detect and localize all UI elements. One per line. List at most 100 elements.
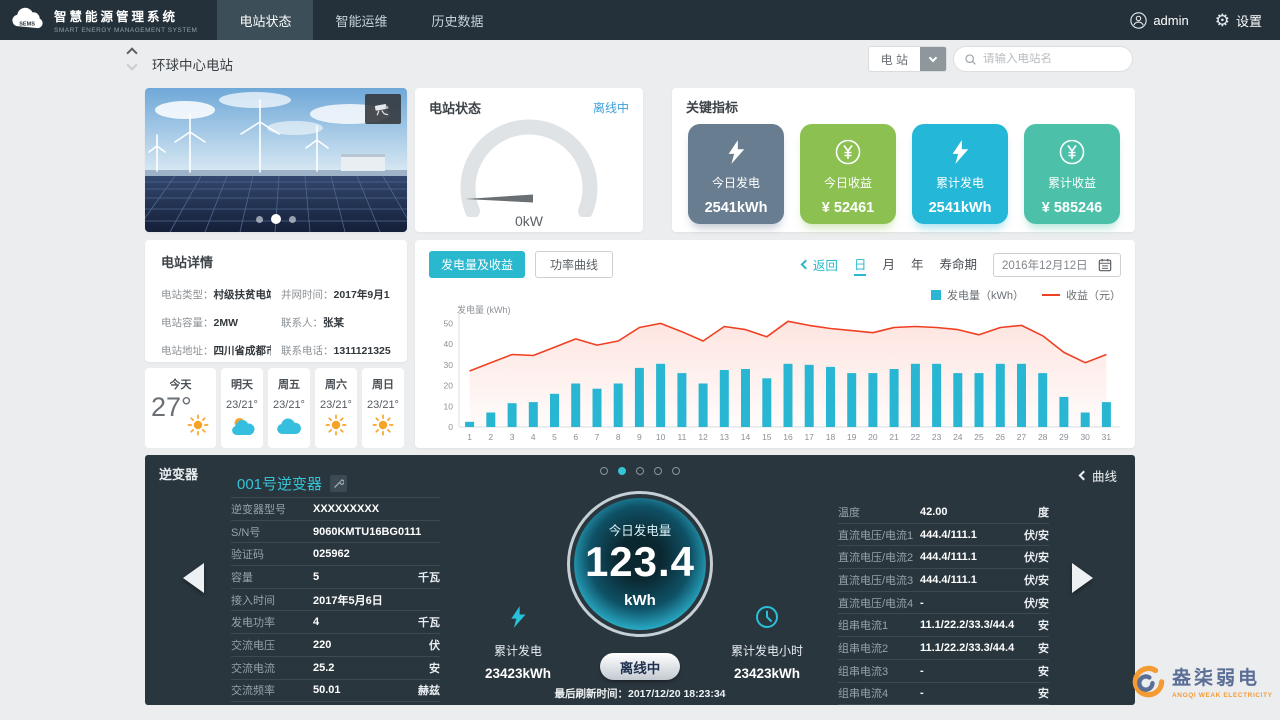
clock-icon (756, 606, 778, 628)
row-value: - (920, 596, 924, 609)
kpi-tile-累计发电: 累计发电 2541kWh (912, 124, 1008, 224)
search-input[interactable] (983, 53, 1113, 65)
detail-value: 村级扶贫电站 (213, 289, 272, 301)
station-filter-select[interactable]: 电 站 (867, 46, 947, 72)
date-picker[interactable]: 2016年12月12日 (993, 252, 1121, 277)
svg-text:12: 12 (698, 432, 708, 442)
detail-label: 电站地址： (161, 345, 214, 357)
row-value: 025962 (313, 548, 350, 561)
table-row: 直流电压/电流2 444.4/111.1 伏/安 (838, 546, 1049, 570)
user-menu[interactable]: admin (1130, 11, 1189, 29)
row-unit: 安 (1038, 665, 1049, 678)
table-row: 验证码 025962 (231, 543, 440, 567)
svg-text:10: 10 (444, 401, 454, 411)
settings-button[interactable]: ⚙ 设置 (1215, 11, 1262, 30)
row-label: 温度 (838, 506, 860, 519)
svg-text:30: 30 (1080, 432, 1090, 442)
row-unit: 千瓦 (418, 617, 440, 630)
kpi-tile-累计收益: 累计收益 ¥ 585246 (1024, 124, 1120, 224)
detail-value: 2017年9月1日 (333, 289, 392, 301)
inverter-carousel-dots (600, 467, 680, 475)
weather-card-明天: 明天 23/21° (221, 368, 263, 448)
row-label: S/N号 (231, 526, 261, 539)
chevron-up-icon[interactable] (126, 47, 138, 59)
tab-power-curve[interactable]: 功率曲线 (535, 251, 614, 278)
nav-tab-智能运维[interactable]: 智能运维 (335, 13, 388, 29)
photo-dot[interactable] (271, 214, 281, 224)
inverter-dot[interactable] (636, 467, 644, 475)
svg-text:8: 8 (616, 432, 621, 442)
curve-link[interactable]: 曲线 (1078, 466, 1117, 485)
row-unit: 伏 (429, 639, 440, 652)
row-value: 220 (313, 638, 332, 651)
weather-card-周日: 周日 23/21° (362, 368, 404, 448)
kpi-value: ¥ 585246 (1041, 200, 1103, 216)
weather-temp: 23/21° (226, 399, 258, 411)
kpi-title: 关键指标 (686, 100, 739, 115)
weather-day: 周五 (278, 379, 300, 391)
table-row: 容量 5 千瓦 (231, 566, 440, 589)
table-row: 温度 42.00 度 (838, 501, 1049, 524)
row-label: 组串电流1 (838, 620, 889, 633)
nav-tab-电站状态[interactable]: 电站状态 (217, 0, 314, 40)
page-title: 环球中心电站 (152, 58, 233, 73)
weather-temp: 27° (151, 392, 192, 422)
row-unit: 安 (429, 662, 440, 675)
camera-button[interactable] (365, 94, 401, 124)
svg-text:16: 16 (783, 432, 793, 442)
kpi-tile-今日发电: 今日发电 2541kWh (688, 124, 784, 224)
gauge-needle (465, 194, 533, 203)
row-unit: 伏/安 (1023, 597, 1049, 610)
nav-tab-历史数据[interactable]: 历史数据 (431, 13, 484, 29)
photo-carousel-dots (145, 214, 407, 224)
kpi-label: 今日收益 (823, 176, 872, 190)
gauge-label: 今日发电量 (608, 524, 672, 538)
row-label: 直流电压/电流3 (838, 574, 914, 587)
photo-dot[interactable] (289, 215, 296, 223)
tab-generation-revenue[interactable]: 发电量及收益 (429, 251, 526, 278)
chevron-down-icon[interactable] (126, 59, 138, 71)
svg-text:31: 31 (1102, 432, 1112, 442)
settings-label: 设置 (1235, 13, 1262, 29)
daily-generation-gauge: 今日发电量 123.4 kWh (567, 491, 713, 637)
period-月[interactable]: 月 (882, 257, 895, 272)
period-寿命期[interactable]: 寿命期 (939, 257, 977, 272)
kpi-label: 累计发电 (935, 176, 984, 190)
svg-text:17: 17 (804, 432, 814, 442)
row-value: 11.1/22.2/33.3/44.4 (920, 641, 1015, 654)
chevron-down-icon (928, 53, 938, 63)
inverter-dot[interactable] (618, 467, 626, 475)
vendor-name-cn: 盎柒弱电 (1172, 668, 1261, 689)
weather-day: 周六 (325, 379, 347, 391)
svg-text:9: 9 (637, 432, 642, 442)
inverter-dot[interactable] (600, 467, 608, 475)
edit-inverter-button[interactable] (330, 475, 348, 492)
table-row: 组串电流2 11.1/22.2/33.3/44.4 安 (838, 637, 1049, 660)
station-search[interactable] (953, 46, 1133, 72)
inverter-status-button[interactable]: 离线中 (600, 653, 680, 680)
next-inverter-button[interactable] (1072, 563, 1093, 593)
chevron-left-icon (800, 259, 811, 270)
inverter-dot[interactable] (672, 467, 680, 475)
back-button[interactable]: 返回 (800, 255, 838, 274)
photo-dot[interactable] (256, 215, 263, 223)
inverter-dot[interactable] (654, 467, 662, 475)
cloud-icon (276, 418, 302, 441)
period-日[interactable]: 日 (853, 254, 867, 276)
row-value: 5 (313, 570, 320, 583)
svg-text:11: 11 (677, 432, 686, 442)
status-badge: 离线中 (592, 101, 629, 115)
calendar-icon (1098, 258, 1112, 271)
table-row: 发电功率 4 千瓦 (231, 611, 440, 635)
svg-text:22: 22 (911, 432, 921, 442)
period-年[interactable]: 年 (910, 257, 924, 272)
svg-text:18: 18 (826, 432, 836, 442)
detail-并网时间: 并网时间：2017年9月1日 (281, 287, 391, 302)
gear-icon: ⚙ (1214, 10, 1230, 30)
select-dropdown-button[interactable] (920, 47, 946, 71)
station-switcher[interactable] (126, 47, 138, 71)
prev-inverter-button[interactable] (183, 563, 204, 593)
weather-day: 明天 (231, 379, 253, 391)
app-subtitle: SMART ENERGY MANAGEMENT SYSTEM (54, 27, 198, 34)
kpi-value: 2541kWh (928, 200, 992, 216)
